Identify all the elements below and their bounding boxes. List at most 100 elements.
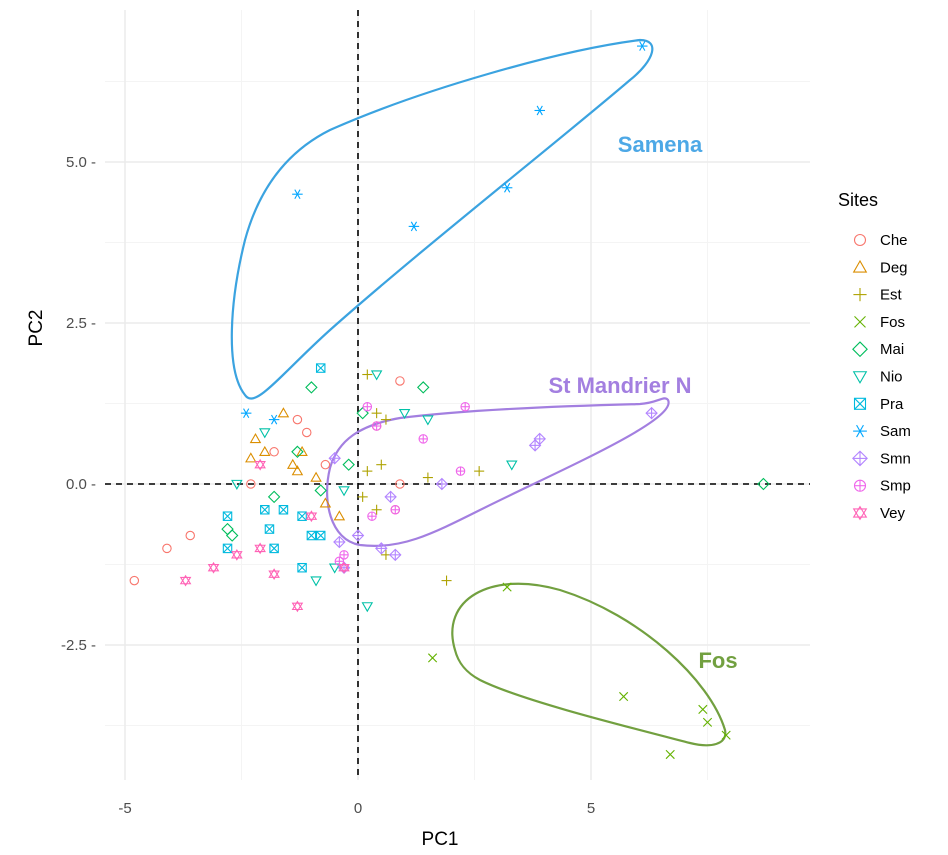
point-deg-5: [291, 465, 304, 476]
point-est-3: [376, 459, 387, 470]
legend-item-deg: Deg: [852, 259, 908, 276]
group-ellipses: [230, 38, 727, 747]
series-smp: [334, 401, 470, 567]
point-vey-1: [207, 561, 220, 574]
point-smp-8: [367, 511, 377, 521]
legend-label-smn: Smn: [880, 450, 911, 467]
point-fos-2: [619, 691, 629, 702]
legend-key-sam: [853, 424, 867, 438]
point-mai-3: [291, 445, 304, 459]
point-pra-1: [222, 543, 233, 554]
point-fos-5: [702, 717, 713, 727]
point-vey-4: [268, 568, 280, 581]
point-nio-6: [398, 408, 411, 420]
legend-key-smp: [853, 479, 867, 492]
point-mai-8: [757, 477, 770, 491]
annotation-fos: Fos: [698, 648, 737, 673]
legend-label-smp: Smp: [880, 478, 911, 495]
point-vey-3: [254, 542, 266, 555]
point-pra-9: [315, 363, 326, 373]
point-vey-7: [338, 561, 350, 574]
point-est-4: [362, 466, 373, 477]
legend-title: Sites: [838, 190, 878, 210]
legend-item-mai: Mai: [852, 341, 904, 358]
legend-key-mai: [852, 341, 868, 358]
point-pra-6: [306, 530, 317, 541]
legend-label-vey: Vey: [880, 505, 906, 522]
point-sam-6: [268, 414, 280, 425]
legend-label-mai: Mai: [880, 341, 904, 358]
legend-item-nio: Nio: [852, 369, 903, 386]
point-est-1: [371, 408, 382, 419]
y-tick-label: -2.5 -: [61, 637, 96, 654]
point-nio-5: [370, 370, 383, 381]
point-sam-2: [501, 182, 513, 193]
point-smn-6: [389, 548, 402, 562]
ellipse-fos: [451, 582, 727, 747]
point-pra-3: [264, 524, 275, 534]
series-sam: [240, 41, 648, 425]
legend-key-deg: [852, 259, 868, 273]
point-smp-1: [362, 401, 373, 412]
legend-item-fos: Fos: [854, 314, 905, 331]
point-sam-3: [534, 105, 545, 116]
point-nio-2: [310, 576, 322, 587]
legend-label-est: Est: [880, 287, 903, 304]
point-smn-0: [328, 452, 341, 465]
point-fos-4: [698, 704, 708, 714]
axes: -5 0 5 -2.5 - 0.0 - 2.5 - 5.0 - PC1 PC2: [26, 154, 595, 850]
series-deg: [245, 407, 346, 521]
point-deg-0: [245, 452, 257, 463]
legend-item-che: Che: [853, 232, 908, 249]
point-est-9: [422, 472, 433, 483]
point-vey-8: [254, 458, 266, 471]
point-pra-0: [222, 511, 233, 521]
ellipse-st-mandrier: [326, 397, 670, 547]
point-vey-0: [179, 574, 192, 587]
legend-key-nio: [852, 371, 868, 384]
y-tick-label: 5.0 -: [66, 154, 96, 171]
point-sam-5: [240, 408, 252, 419]
point-mai-9: [314, 484, 327, 497]
legend-item-vey: Vey: [852, 505, 906, 522]
point-che-0: [129, 575, 140, 586]
legend-item-pra: Pra: [853, 396, 904, 413]
annotation-samena: Samena: [618, 132, 703, 157]
point-che-3: [246, 479, 256, 489]
legend-label-nio: Nio: [880, 369, 903, 386]
series-pra: [222, 363, 326, 573]
legend-item-smp: Smp: [853, 478, 911, 495]
point-nio-9: [338, 486, 350, 497]
series-nio: [231, 370, 518, 613]
point-deg-9: [333, 510, 346, 521]
point-vey-6: [305, 510, 318, 523]
point-pra-4: [278, 505, 289, 515]
legend-label-fos: Fos: [880, 314, 905, 331]
legend-label-sam: Sam: [880, 423, 911, 440]
y-axis-title: PC2: [26, 310, 47, 347]
point-che-6: [301, 427, 312, 438]
point-smn-5: [384, 490, 397, 504]
point-deg-1: [249, 432, 262, 444]
point-fos-6: [721, 730, 731, 740]
legend-label-che: Che: [880, 232, 908, 249]
legend: Sites Che Deg Est Fos Mai Nio Pra Sam Smn Smp Vey: [838, 190, 911, 522]
point-pra-10: [269, 543, 279, 554]
point-deg-8: [319, 497, 332, 508]
point-est-5: [357, 491, 368, 502]
point-vey-2: [231, 548, 243, 561]
point-pra-8: [297, 562, 307, 573]
point-che-10: [395, 376, 405, 386]
point-sam-1: [408, 221, 420, 232]
point-est-8: [474, 466, 485, 477]
point-smn-7: [435, 477, 449, 491]
point-deg-6: [296, 445, 308, 456]
legend-item-est: Est: [853, 287, 903, 304]
point-nio-4: [361, 602, 374, 613]
point-smp-3: [418, 434, 428, 444]
point-est-7: [441, 575, 452, 586]
legend-key-vey: [852, 505, 868, 521]
point-fos-0: [427, 653, 438, 663]
point-smp-6: [390, 505, 401, 515]
point-smn-4: [375, 542, 388, 555]
